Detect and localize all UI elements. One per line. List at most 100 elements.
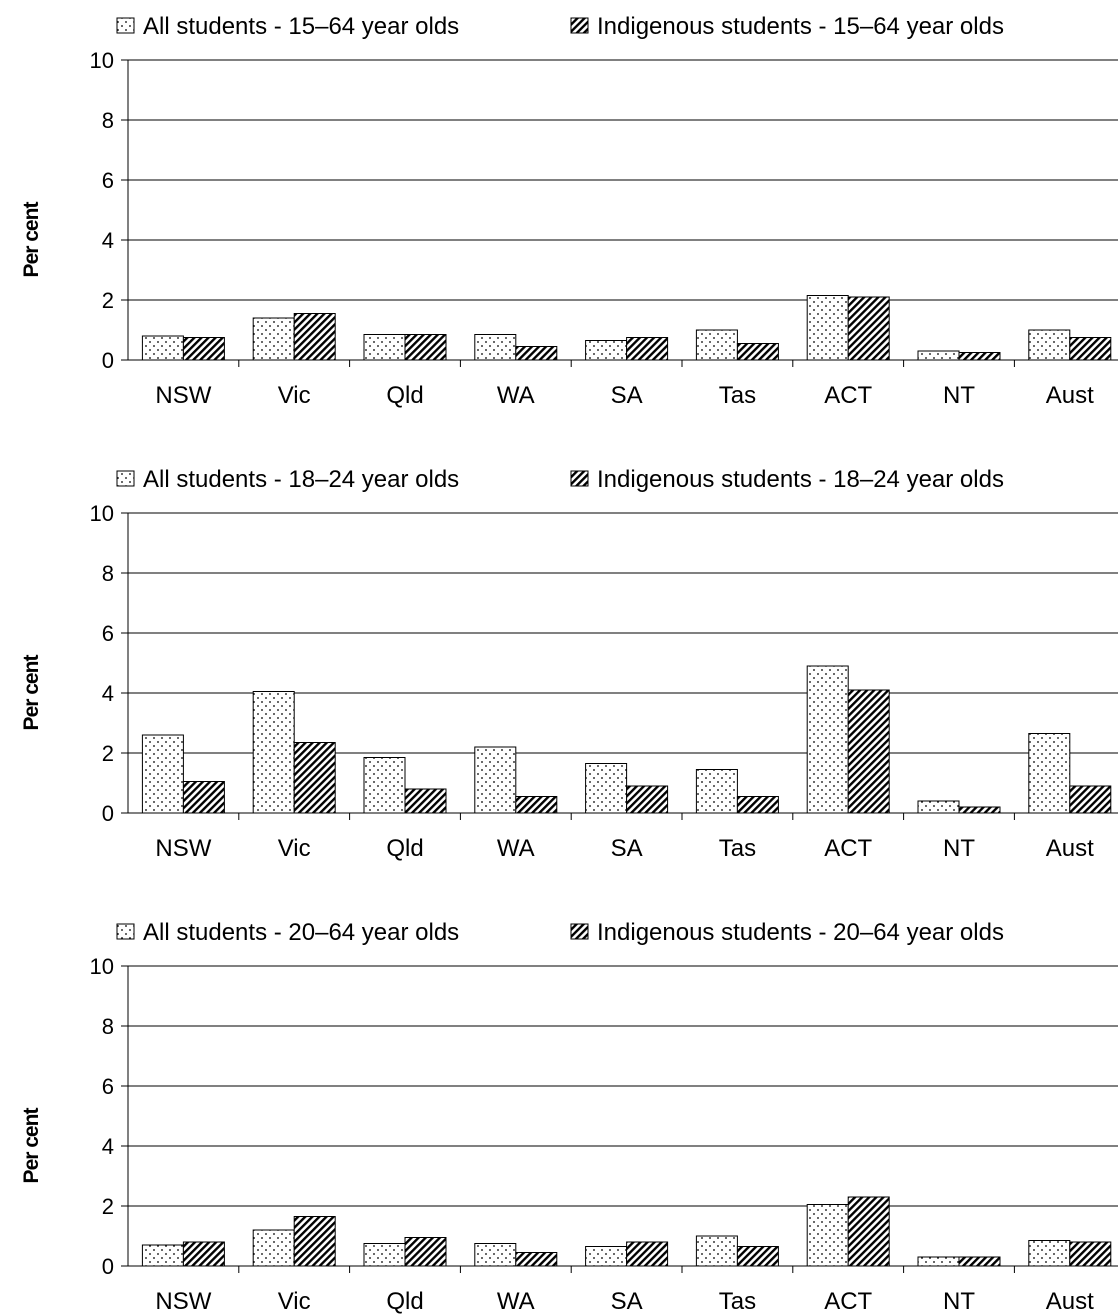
bar — [585, 1246, 628, 1267]
bar — [585, 340, 628, 361]
y-tick-label: 0 — [102, 348, 114, 373]
bar — [474, 1243, 517, 1267]
y-axis-label: Per cent — [20, 1108, 43, 1184]
category-label: SA — [611, 382, 643, 409]
bar — [182, 337, 225, 361]
y-tick-label: 10 — [90, 501, 114, 526]
bar — [806, 295, 849, 361]
bar — [293, 313, 336, 361]
bar — [1069, 1241, 1112, 1267]
bar — [182, 781, 225, 814]
category-label: NSW — [155, 835, 211, 862]
legend-swatch — [570, 17, 589, 34]
chart-panel: 0 2 4 6 8 10 NSW Vic Qld WA SA Tas ACT NT Aust Per cent… — [20, 13, 1118, 409]
bar — [404, 334, 447, 361]
category-label: NT — [943, 835, 975, 862]
bar — [515, 346, 558, 361]
y-tick-label: 2 — [102, 288, 114, 313]
category-label: NT — [943, 382, 975, 409]
y-tick-label: 2 — [102, 1194, 114, 1219]
category-label: Aust — [1046, 1288, 1094, 1314]
category-label: NSW — [155, 382, 211, 409]
category-label: SA — [611, 835, 643, 862]
y-tick-label: 0 — [102, 1254, 114, 1279]
legend-swatch — [570, 470, 589, 487]
bar — [806, 665, 849, 814]
bar — [695, 1235, 738, 1267]
bar — [806, 1204, 849, 1267]
legend-label: All students - 18–24 year olds — [143, 466, 459, 493]
y-axis-label: Per cent — [20, 202, 43, 278]
bar — [363, 757, 406, 814]
legend-label: Indigenous students - 18–24 year olds — [597, 466, 1004, 493]
bar — [626, 337, 669, 361]
category-label: NT — [943, 1288, 975, 1314]
category-label: WA — [497, 835, 535, 862]
bar — [293, 1216, 336, 1267]
bar — [958, 1256, 1001, 1267]
bar — [363, 1243, 406, 1267]
y-tick-label: 0 — [102, 801, 114, 826]
category-label: Tas — [719, 1288, 756, 1314]
y-tick-label: 2 — [102, 741, 114, 766]
category-label: Qld — [386, 835, 423, 862]
bar — [736, 343, 779, 361]
y-tick-label: 4 — [102, 1134, 114, 1159]
bar — [1028, 1240, 1071, 1267]
category-label: ACT — [824, 835, 872, 862]
bar — [736, 796, 779, 814]
y-tick-label: 4 — [102, 228, 114, 253]
bar — [917, 800, 960, 814]
category-label: WA — [497, 1288, 535, 1314]
bar — [847, 1196, 890, 1267]
category-label: Qld — [386, 382, 423, 409]
bar — [363, 334, 406, 361]
category-label: ACT — [824, 382, 872, 409]
bar — [252, 1229, 295, 1267]
category-label: Qld — [386, 1288, 423, 1314]
bar — [182, 1241, 225, 1267]
legend-swatch — [116, 923, 135, 940]
bar — [958, 806, 1001, 814]
category-label: SA — [611, 1288, 643, 1314]
bar — [626, 785, 669, 814]
category-label: ACT — [824, 1288, 872, 1314]
bar — [474, 334, 517, 361]
bar — [515, 1252, 558, 1267]
category-label: Aust — [1046, 382, 1094, 409]
bar — [585, 763, 628, 814]
bar — [252, 691, 295, 814]
bar — [958, 352, 1001, 361]
legend-swatch — [570, 923, 589, 940]
bar — [695, 329, 738, 361]
bar — [293, 742, 336, 814]
bar — [626, 1241, 669, 1267]
y-tick-label: 6 — [102, 621, 114, 646]
chart-panel: 0 2 4 6 8 10 NSW Vic Qld WA SA Tas ACT NT Aust Per cent… — [20, 919, 1118, 1314]
category-label: Tas — [719, 382, 756, 409]
y-tick-label: 8 — [102, 108, 114, 133]
y-tick-label: 10 — [90, 48, 114, 73]
legend-swatch — [116, 17, 135, 34]
y-tick-label: 6 — [102, 1074, 114, 1099]
legend-label: All students - 15–64 year olds — [143, 13, 459, 40]
bar — [736, 1246, 779, 1267]
category-label: Aust — [1046, 835, 1094, 862]
category-label: Vic — [278, 382, 311, 409]
bar — [1028, 329, 1071, 361]
y-tick-label: 4 — [102, 681, 114, 706]
bar — [1028, 733, 1071, 814]
bar — [515, 796, 558, 814]
bar — [252, 317, 295, 361]
y-tick-label: 10 — [90, 954, 114, 979]
category-label: NSW — [155, 1288, 211, 1314]
category-label: Vic — [278, 835, 311, 862]
bar — [847, 296, 890, 361]
legend-label: Indigenous students - 20–64 year olds — [597, 919, 1004, 946]
category-label: WA — [497, 382, 535, 409]
bar — [404, 788, 447, 814]
category-label: Vic — [278, 1288, 311, 1314]
bar — [141, 1244, 184, 1267]
bar — [141, 734, 184, 814]
